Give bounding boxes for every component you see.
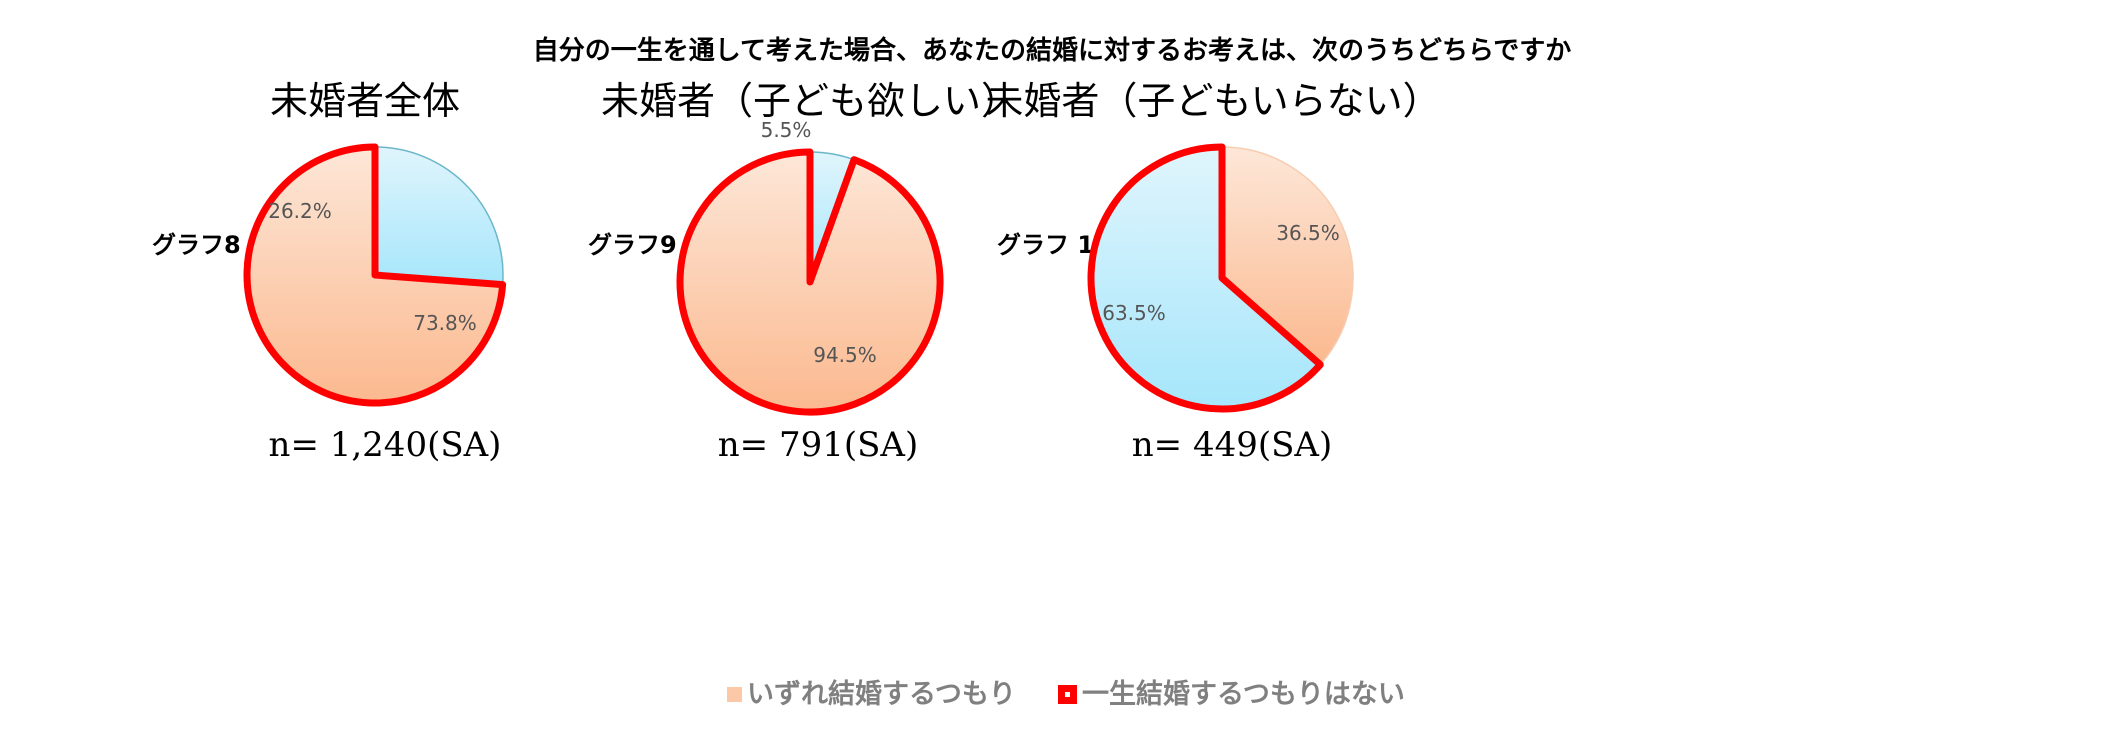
slice-value-label: 63.5% [1102, 301, 1166, 325]
chart-main-title: 自分の一生を通して考えた場合、あなたの結婚に対するお考えは、次のうちどちらですか [532, 36, 1572, 66]
sample-size-label: n= 449(SA) [1132, 425, 1332, 465]
pie-slice-never-marry [374, 146, 504, 286]
pie-chart-3: 未婚者（子どもいらない）グラフ 10 36.5%63.5%n= 449(SA) [985, 79, 1440, 465]
pie-slice-never-marry [1087, 143, 1324, 413]
pie-title: 未婚者（子ども欲しい） [601, 79, 1019, 123]
pie-slice-marry [243, 143, 507, 407]
sample-size-label: n= 791(SA) [718, 425, 918, 465]
legend-label-never: 一生結婚するつもりはない [1082, 678, 1405, 710]
pie-slice-marry [676, 148, 944, 416]
pie-slice-marry [1221, 146, 1354, 366]
slice-value-label: 26.2% [268, 199, 332, 223]
slice-value-label: 5.5% [761, 118, 812, 142]
slice-value-label: 36.5% [1276, 221, 1340, 245]
slice-value-label: 94.5% [813, 343, 877, 367]
slice-value-label: 73.8% [413, 311, 477, 335]
graph-number-label: グラフ8 [152, 231, 241, 259]
legend-swatch-marry [727, 687, 742, 702]
legend-label-marry: いずれ結婚するつもり [747, 678, 1016, 710]
sample-size-label: n= 1,240(SA) [269, 425, 502, 465]
pie-title: 未婚者（子どもいらない） [985, 79, 1440, 123]
graph-number-label: グラフ9 [588, 231, 677, 259]
pie-title: 未婚者全体 [270, 79, 460, 123]
legend: いずれ結婚するつもり 一生結婚するつもりはない [727, 678, 1405, 710]
pie-chart-2: 未婚者（子ども欲しい） グラフ9 5.5% 94.5% n= 791(SA) [588, 79, 1019, 465]
